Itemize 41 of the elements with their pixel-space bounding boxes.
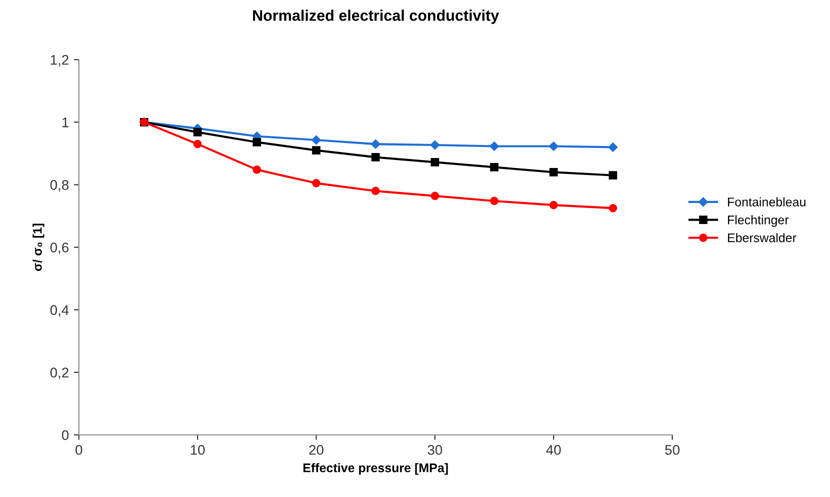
point [608, 204, 618, 212]
point [312, 178, 320, 188]
point [490, 163, 498, 172]
point [312, 135, 321, 145]
y-tick-label: 0,8 [50, 180, 69, 192]
x-tick-label: 10 [190, 444, 205, 455]
x-tick-label: 20 [309, 444, 324, 455]
point [549, 200, 558, 210]
chart-title: Normalized electrical conductivity [253, 10, 500, 24]
y-tick-label: 0 [62, 430, 69, 440]
point [371, 186, 380, 196]
point [430, 140, 440, 150]
point [490, 142, 499, 151]
x-tick-label: 0 [76, 444, 82, 455]
point [549, 168, 558, 176]
x-tick-label: 30 [428, 444, 442, 455]
point [430, 192, 440, 200]
y-tick-label: 0,6 [50, 242, 69, 254]
x-tick-label: 50 [665, 444, 680, 455]
point [608, 142, 618, 152]
y-tick-label: 0,2 [50, 368, 68, 380]
point [193, 128, 202, 136]
point [430, 158, 440, 166]
point [608, 171, 618, 180]
point [312, 146, 320, 154]
point [548, 142, 558, 151]
legend-label: Fontainebleau [728, 197, 806, 206]
y-tick-label: 1 [62, 118, 68, 128]
y-tick-label: 0,4 [50, 305, 69, 317]
legend-label: Eberswalder [728, 233, 796, 242]
y-axis-title: σ/ σ₀ [1] [32, 224, 44, 271]
point [193, 140, 202, 148]
x-axis-title: Effective pressure [MPa] [303, 463, 448, 475]
x-tick-label: 40 [546, 444, 561, 455]
y-tick-label: 1,2 [50, 54, 68, 66]
point [490, 196, 498, 206]
point [370, 139, 380, 149]
point [252, 166, 262, 174]
point [252, 138, 262, 146]
point [371, 153, 380, 162]
legend-label: Flechtinger [728, 215, 789, 227]
